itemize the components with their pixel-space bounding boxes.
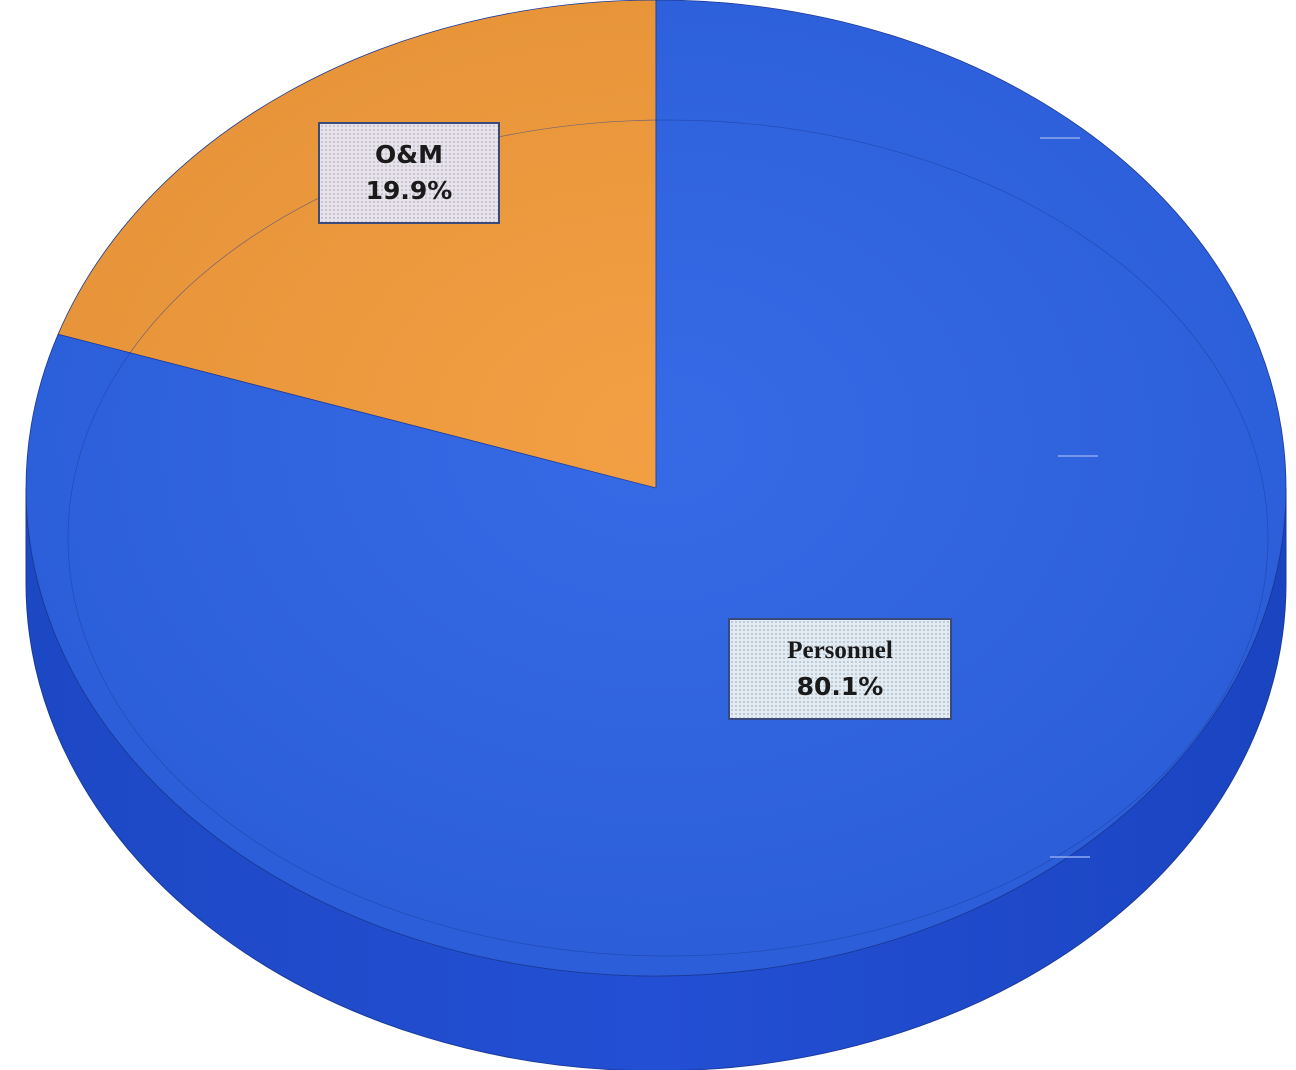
pie-top-face: [25, 0, 1287, 977]
pie-inner-ring: [67, 119, 1269, 957]
data-label-personnel-name: Personnel: [787, 637, 893, 664]
data-label-personnel: Personnel 80.1%: [728, 618, 952, 720]
data-label-om-name: O&M: [375, 140, 443, 169]
data-label-om: O&M 19.9%: [318, 122, 500, 224]
data-label-om-value: 19.9%: [365, 176, 453, 205]
data-label-personnel-value: 80.1%: [796, 672, 884, 701]
